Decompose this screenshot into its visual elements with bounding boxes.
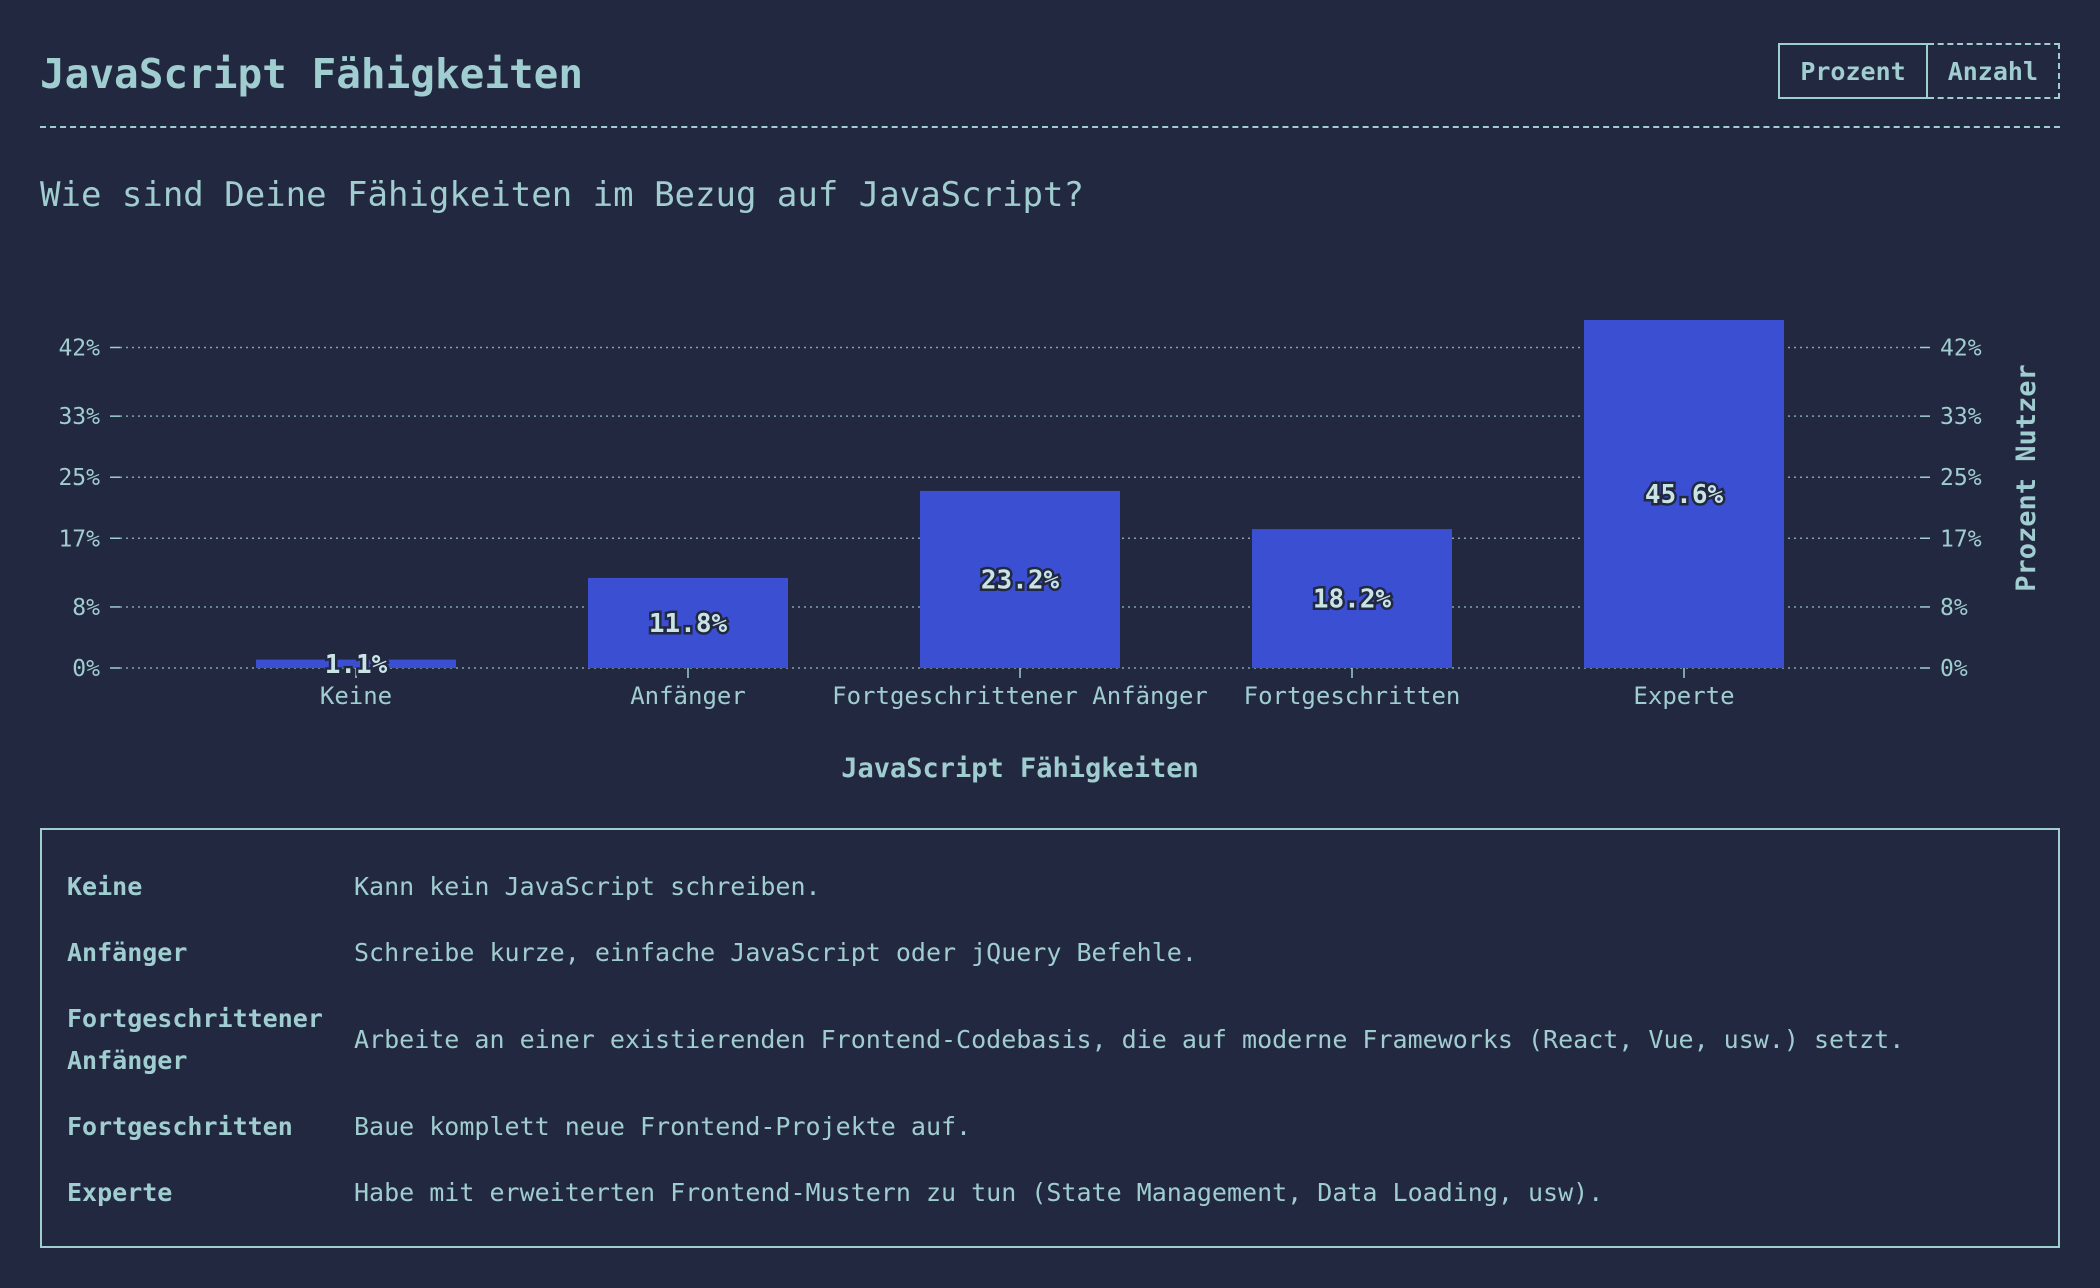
percent-toggle-button[interactable]: Prozent (1778, 43, 1928, 99)
legend-description: Arbeite an einer existierenden Frontend-… (354, 1025, 1905, 1054)
chart-labels: 0% 0% 8% 8% 17% 17% 25% 25% 33% 33% 42% 42% Keine1.1… (58, 335, 1981, 710)
legend-row-experte: Experte Habe mit erweiterten Frontend-Mu… (67, 1160, 2033, 1226)
bar[interactable] (920, 490, 1120, 668)
y-tick-label-left: 17% (58, 526, 100, 552)
bar-chart: 0% 0% 8% 8% 17% 17% 25% 25% 33% 33% 42% 42% Keine1.1… (58, 320, 2042, 784)
legend-row-keine: Keine Kann kein JavaScript schreiben. (67, 854, 2033, 920)
x-tick-label: Fortgeschrittener Anfänger (832, 682, 1208, 710)
legend-row-anfaenger: Anfänger Schreibe kurze, einfache JavaSc… (67, 920, 2033, 986)
x-tick-label: Anfänger (630, 682, 746, 710)
y-tick-label-right: 8% (1940, 595, 1968, 621)
y-tick-label-right: 17% (1940, 526, 1982, 552)
bar[interactable] (588, 577, 788, 668)
y-tick-label-right: 33% (1940, 404, 1982, 430)
y-tick-label-right: 0% (1940, 656, 1968, 682)
legend-term: Fortgeschrittener Anfänger (67, 1004, 323, 1075)
legend-description: Habe mit erweiterten Frontend-Mustern zu… (354, 1178, 1604, 1207)
legend-term: Anfänger (67, 938, 188, 967)
legend-description: Schreibe kurze, einfache JavaScript oder… (354, 938, 1197, 967)
bar-value-label: 23.2% (981, 565, 1060, 595)
legend-row-fortgeschritten: Fortgeschritten Baue komplett neue Front… (67, 1094, 2033, 1160)
y-tick-label-left: 8% (72, 595, 100, 621)
page-title: JavaScript Fähigkeiten (40, 50, 584, 98)
legend-term: Fortgeschritten (67, 1112, 293, 1141)
legend-term: Experte (67, 1178, 173, 1207)
header: JavaScript Fähigkeiten Prozent Anzahl (40, 40, 2060, 128)
legend-term: Keine (67, 872, 143, 901)
legend-row-fortgeschrittener-anfaenger: Fortgeschrittener Anfänger Arbeite an ei… (67, 986, 2033, 1094)
y-tick-label-left: 25% (58, 465, 100, 491)
bar-value-label: 18.2% (1313, 585, 1392, 615)
legend-description: Kann kein JavaScript schreiben. (354, 872, 821, 901)
x-axis-title: JavaScript Fähigkeiten (841, 753, 1199, 784)
survey-question: Wie sind Deine Fähigkeiten im Bezug auf … (40, 175, 1084, 215)
y-tick-label-left: 42% (58, 335, 100, 361)
bar-value-label: 45.6% (1645, 480, 1724, 510)
y-tick-label-right: 42% (1940, 335, 1982, 361)
y-tick-label-right: 25% (1940, 465, 1982, 491)
y-tick-label-left: 33% (58, 404, 100, 430)
count-toggle-button[interactable]: Anzahl (1927, 43, 2060, 99)
y-axis-title: Prozent Nutzer (2011, 364, 2042, 592)
bar[interactable] (1252, 529, 1452, 668)
chart-bars (256, 320, 1784, 668)
bar-value-label: 1.1% (325, 650, 388, 680)
x-tick-label: Experte (1633, 682, 1734, 710)
bar[interactable] (1584, 320, 1784, 668)
legend-description: Baue komplett neue Frontend-Projekte auf… (354, 1112, 972, 1141)
bar-value-label: 11.8% (649, 609, 728, 639)
x-tick-label: Fortgeschritten (1244, 682, 1461, 710)
bar[interactable] (256, 659, 456, 668)
y-tick-label-left: 0% (72, 656, 100, 682)
skill-level-legend: Keine Kann kein JavaScript schreiben. An… (40, 828, 2060, 1248)
unit-toggle: Prozent Anzahl (1778, 43, 2060, 99)
x-tick-label: Keine (320, 682, 392, 710)
